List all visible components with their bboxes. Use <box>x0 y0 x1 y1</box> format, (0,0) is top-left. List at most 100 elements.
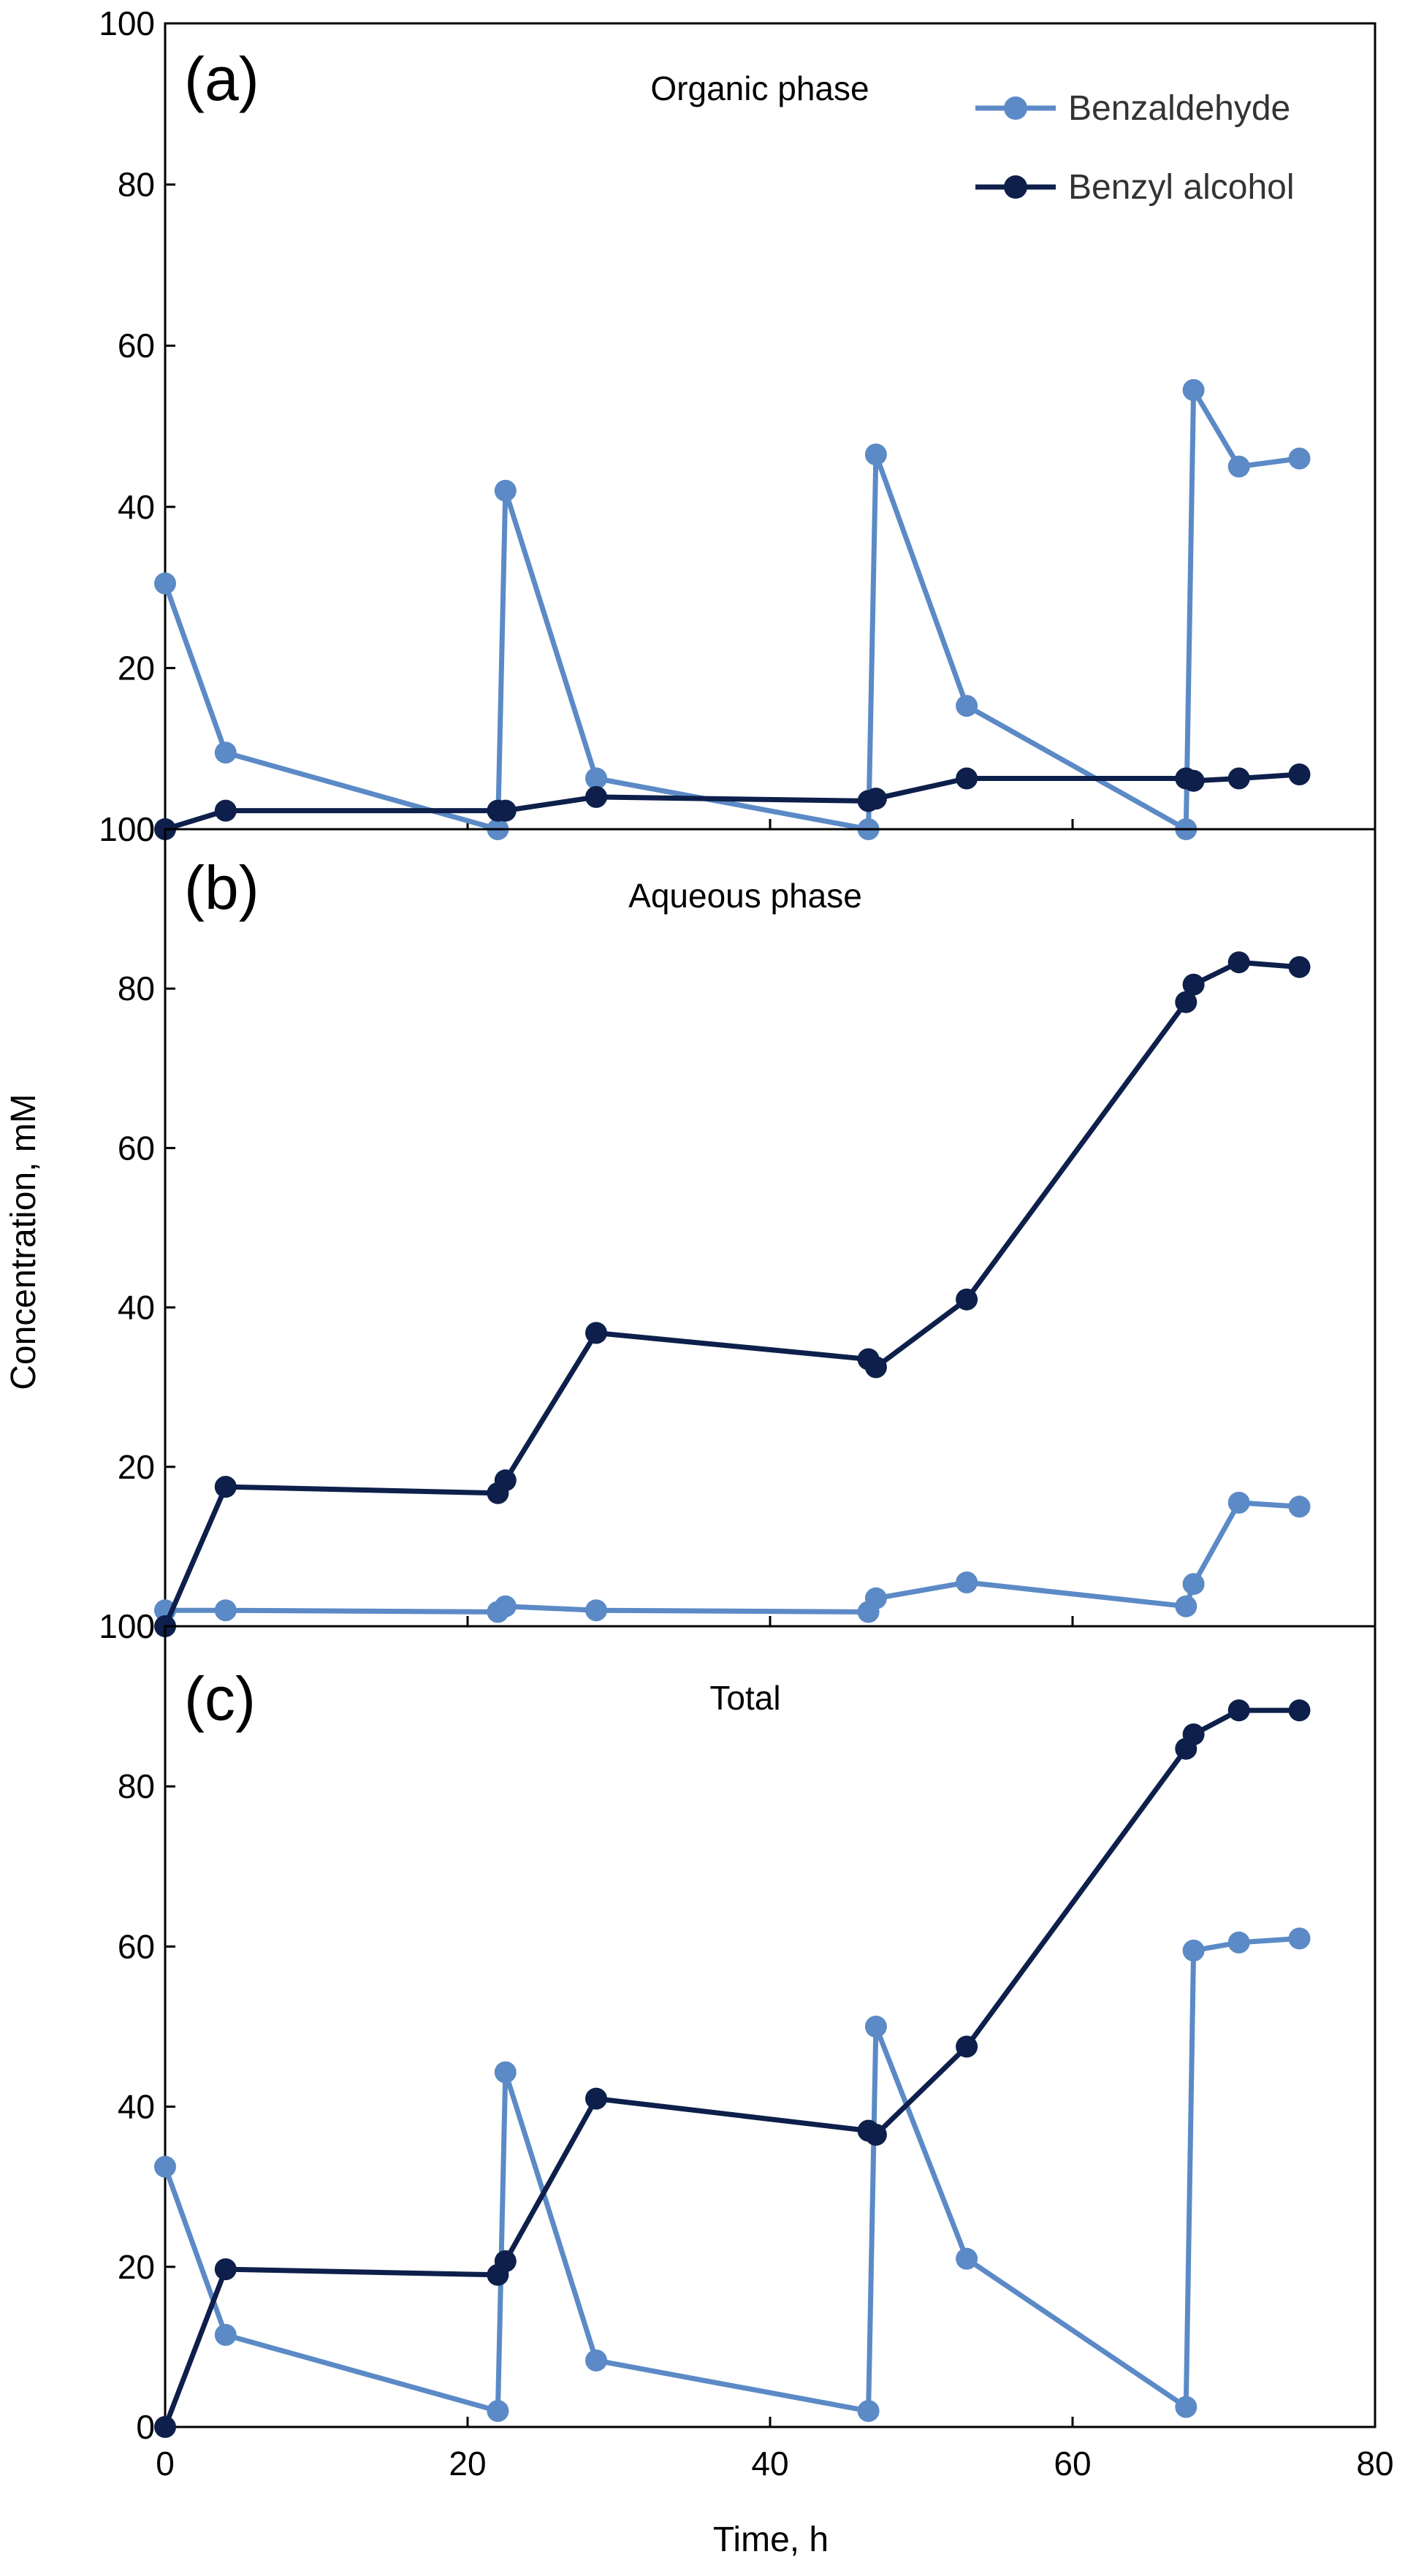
panel-aqueous-benzaldehyde-point <box>956 1571 978 1593</box>
panel-total-benzaldehyde-line <box>162 1935 1300 2414</box>
panel-aqueous-benzyl-alcohol-line <box>162 959 1300 1628</box>
panel-aqueous-benzaldehyde-point <box>1227 1491 1250 1514</box>
panel-organic-benzaldehyde-point <box>1227 455 1250 478</box>
x-tick-label: 0 <box>156 2444 175 2482</box>
panel-total-benzyl-alcohol-point <box>214 2258 237 2281</box>
legend: Benzaldehyde Benzyl alcohol <box>975 89 1295 207</box>
panel-aqueous-benzyl-alcohol-point <box>1288 956 1311 978</box>
panel-total-y-tick-label: 100 <box>99 1607 155 1645</box>
panel-aqueous-y-tick-label: 60 <box>118 1129 155 1167</box>
panel-organic-benzyl-alcohol-point <box>214 799 237 822</box>
y-axis-title: Concentration, mM <box>4 1094 43 1390</box>
legend-benzaldehyde-marker <box>1004 96 1027 120</box>
panel-organic-y-tick-label: 60 <box>118 327 155 365</box>
panel-aqueous-y-tick-label: 100 <box>99 810 155 848</box>
panel-total-benzaldehyde-point <box>956 2247 978 2270</box>
panel-total-y-tick-label: 20 <box>118 2248 155 2286</box>
panel-c-title: Total <box>709 1679 780 1717</box>
panel-total-benzyl-alcohol-point <box>154 2416 176 2438</box>
panel-organic-y-tick-label: 80 <box>118 166 155 204</box>
panel-total-benzyl-alcohol-point <box>864 2124 887 2146</box>
panel-aqueous-phase: (b) Aqueous phase 0 20 40 60 80 100 <box>99 810 1377 1645</box>
panel-organic-benzyl-alcohol-point <box>1288 763 1311 785</box>
panel-aqueous-benzyl-alcohol-point <box>494 1469 517 1492</box>
panel-aqueous-y-tick-label: 80 <box>118 969 155 1007</box>
panel-aqueous-benzaldehyde-point <box>214 1599 237 1622</box>
panel-organic-y-tick-label: 40 <box>118 488 155 526</box>
panel-total-benzaldehyde-point <box>154 2155 176 2178</box>
panel-organic-benzyl-alcohol-point <box>494 799 517 822</box>
panel-aqueous-benzaldehyde-point <box>1182 1573 1205 1596</box>
panel-b-title: Aqueous phase <box>628 877 862 915</box>
panel-aqueous-benzaldehyde-point <box>1288 1495 1311 1518</box>
panel-aqueous-y-tick-label: 0 <box>136 1607 155 1645</box>
panel-aqueous-benzyl-alcohol-point <box>956 1288 978 1311</box>
panel-b-tag: (b) <box>184 853 259 922</box>
panel-aqueous-benzyl-alcohol-point <box>1182 973 1205 996</box>
panel-aqueous-y-tick-label: 20 <box>118 1448 155 1486</box>
panel-total-benzaldehyde-point <box>864 2016 887 2038</box>
panel-aqueous-frame <box>164 828 1377 1628</box>
panel-organic-benzaldehyde-point <box>1182 378 1205 401</box>
panel-organic-benzaldehyde-point <box>956 695 978 717</box>
panel-organic-y-tick-label: 100 <box>99 4 155 42</box>
x-tick-label: 60 <box>1054 2444 1091 2482</box>
panel-total-benzyl-alcohol-point <box>585 2087 607 2110</box>
panel-total-benzaldehyde-point <box>494 2061 517 2084</box>
panel-a-tag: (a) <box>184 45 259 113</box>
panel-a-title: Organic phase <box>650 69 869 107</box>
x-tick-label: 80 <box>1356 2444 1393 2482</box>
legend-benzyl-alcohol-marker <box>1004 175 1027 199</box>
panel-organic-benzyl-alcohol-point <box>864 788 887 810</box>
panel-organic-phase: (a) Organic phase 0 20 40 60 80 100 <box>99 4 1377 848</box>
panel-organic-benzaldehyde-point <box>585 767 607 790</box>
panel-total-benzaldehyde-point <box>1227 1931 1250 1954</box>
panel-total-benzyl-alcohol-point <box>1182 1723 1205 1745</box>
panel-organic-benzaldehyde-point <box>864 443 887 466</box>
panel-organic-benzaldehyde-point <box>1288 447 1311 470</box>
panel-total-benzyl-alcohol-point <box>1227 1699 1250 1722</box>
panel-c-tag: (c) <box>184 1664 256 1733</box>
panel-total-benzyl-alcohol-line <box>162 1707 1300 2428</box>
legend-benzyl-alcohol-label: Benzyl alcohol <box>1068 168 1295 207</box>
panel-aqueous-benzyl-alcohol-point <box>1227 951 1250 974</box>
panel-total-benzyl-alcohol-point <box>494 2250 517 2273</box>
panel-organic-benzyl-alcohol-point <box>585 785 607 808</box>
panel-organic-benzyl-alcohol-point <box>1182 769 1205 792</box>
legend-benzaldehyde-label: Benzaldehyde <box>1068 89 1290 128</box>
panel-organic-benzaldehyde-point <box>214 742 237 764</box>
panel-total-y-tick-label: 60 <box>118 1927 155 1965</box>
panel-aqueous-benzaldehyde-point <box>1175 1595 1198 1617</box>
panel-aqueous-benzyl-alcohol-point <box>864 1356 887 1379</box>
panel-total-benzaldehyde-point <box>214 2324 237 2346</box>
panel-organic-benzyl-alcohol-point <box>1227 767 1250 790</box>
panel-total-benzyl-alcohol-point <box>956 2035 978 2058</box>
panel-total-y-tick-label: 40 <box>118 2088 155 2126</box>
panel-organic-benzaldehyde-point <box>154 572 176 595</box>
panel-aqueous-benzyl-alcohol-point <box>214 1476 237 1498</box>
panel-total-y-tick-label: 80 <box>118 1767 155 1805</box>
panel-aqueous-benzaldehyde-point <box>494 1595 517 1617</box>
panel-total-y-tick-label: 0 <box>136 2408 155 2446</box>
panel-aqueous-y-tick-label: 40 <box>118 1289 155 1327</box>
panel-aqueous-benzyl-alcohol-point <box>585 1322 607 1344</box>
panel-total-benzaldehyde-point <box>1175 2396 1198 2418</box>
panel-total-benzyl-alcohol-point <box>1288 1699 1311 1722</box>
x-tick-label: 20 <box>449 2444 486 2482</box>
panel-organic-y-tick-label: 0 <box>136 810 155 848</box>
x-axis-title: Time, h <box>713 2520 829 2559</box>
panel-total-benzaldehyde-point <box>585 2350 607 2371</box>
panel-organic-benzyl-alcohol-point <box>956 767 978 790</box>
panel-organic-y-tick-label: 20 <box>118 649 155 687</box>
panel-aqueous-benzaldehyde-point <box>864 1587 887 1609</box>
panel-organic-benzaldehyde-point <box>494 479 517 502</box>
panel-total-benzaldehyde-point <box>487 2400 509 2423</box>
panel-organic-benzaldehyde-line <box>162 387 1300 832</box>
panel-total-benzaldehyde-point <box>1288 1927 1311 1950</box>
panel-aqueous-benzaldehyde-point <box>585 1599 607 1622</box>
panel-aqueous-benzaldehyde-line <box>165 1500 1300 1615</box>
panel-total-benzaldehyde-point <box>857 2400 880 2423</box>
